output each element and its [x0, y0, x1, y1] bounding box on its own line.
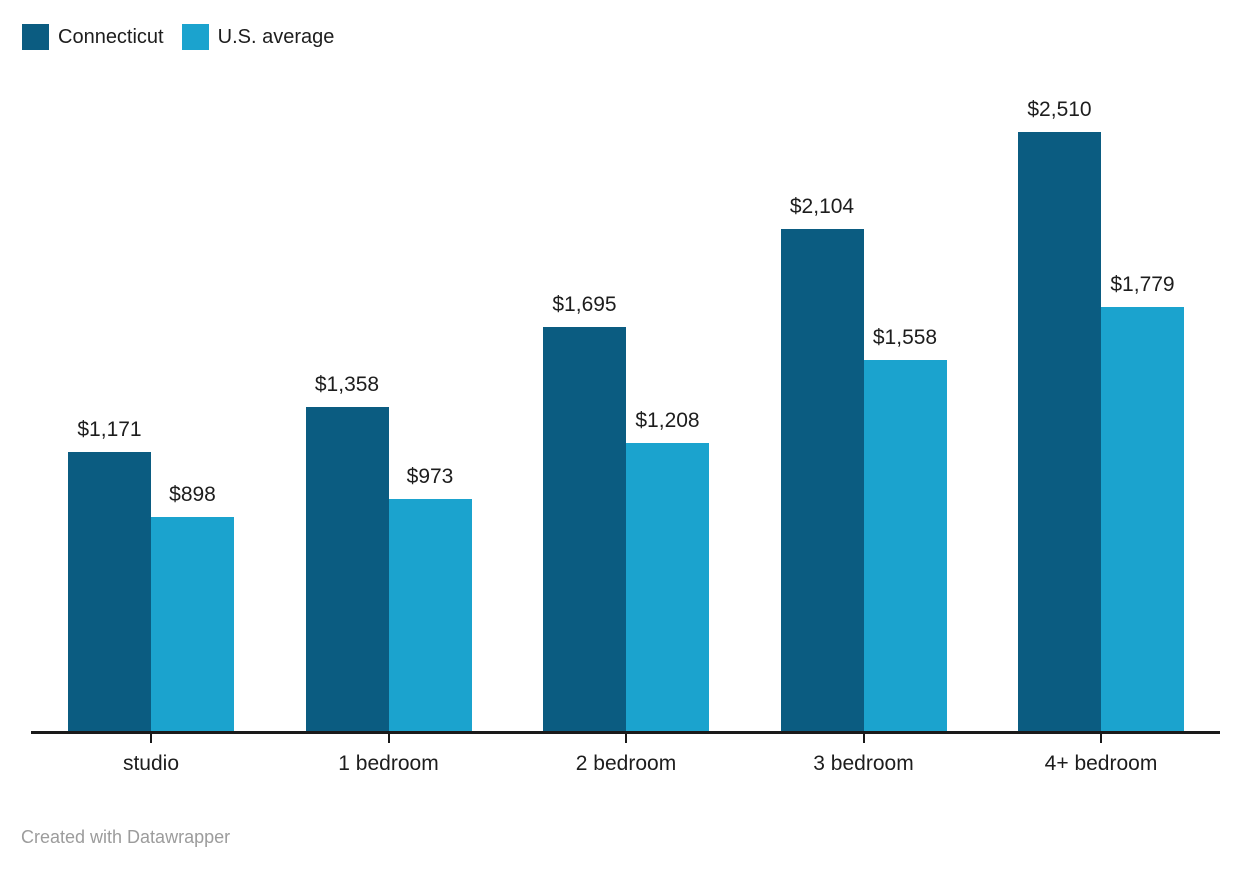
bar-connecticut-2-bedroom	[543, 327, 626, 732]
bar-u-s-average-studio	[151, 517, 234, 732]
bar-u-s-average-4-bedroom	[1101, 307, 1184, 732]
axis-tick-3-bedroom	[862, 733, 865, 743]
value-label-u-s-average-studio: $898	[169, 482, 216, 506]
x-axis-label-4-bedroom: 4+ bedroom	[1044, 752, 1158, 775]
value-label-u-s-average-4-bedroom: $1,779	[1110, 272, 1175, 296]
x-axis-label-1-bedroom: 1 bedroom	[338, 752, 439, 775]
value-label-connecticut-3-bedroom: $2,104	[789, 194, 855, 218]
legend-swatch-us-average	[181, 24, 209, 50]
x-axis-line	[31, 731, 1220, 734]
bar-connecticut-1-bedroom	[305, 407, 389, 732]
value-label-connecticut-2-bedroom: $1,695	[552, 292, 617, 316]
x-axis-label-2-bedroom: 2 bedroom	[575, 752, 677, 775]
plot-area: $1,171 $898 $1,358 $973 $1,695 $1,208 $2,104 $1…	[68, 97, 1184, 732]
legend: Connecticut U.S. average	[22, 24, 334, 50]
bar-u-s-average-1-bedroom	[388, 499, 472, 732]
legend-label-connecticut: Connecticut	[58, 25, 164, 48]
axis-tick-4-bedroom	[1100, 733, 1102, 743]
value-label-connecticut-1-bedroom: $1,358	[314, 372, 380, 396]
legend-label-us-average: U.S. average	[217, 25, 335, 48]
legend-item-us-average: U.S. average	[181, 24, 335, 50]
x-axis-label-studio: studio	[122, 752, 180, 775]
legend-item-connecticut: Connecticut	[22, 24, 164, 50]
value-label-u-s-average-2-bedroom: $1,208	[635, 408, 700, 432]
axis-tick-2-bedroom	[625, 733, 627, 743]
bar-connecticut-4-bedroom	[1018, 132, 1101, 732]
value-label-u-s-average-3-bedroom: $1,558	[872, 325, 938, 349]
datawrapper-credit-link[interactable]: Created with Datawrapper	[21, 827, 231, 847]
x-axis-label-3-bedroom: 3 bedroom	[813, 752, 914, 775]
value-label-connecticut-studio: $1,171	[77, 417, 142, 441]
bar-connecticut-3-bedroom	[780, 229, 864, 732]
value-label-connecticut-4-bedroom: $2,510	[1027, 97, 1092, 121]
axis-tick-studio	[150, 733, 152, 743]
axis-tick-1-bedroom	[387, 733, 390, 743]
bar-u-s-average-3-bedroom	[863, 360, 947, 732]
bar-u-s-average-2-bedroom	[626, 443, 709, 732]
legend-swatch-connecticut	[22, 24, 49, 50]
bar-connecticut-studio	[68, 452, 151, 732]
value-label-u-s-average-1-bedroom: $973	[406, 464, 454, 488]
